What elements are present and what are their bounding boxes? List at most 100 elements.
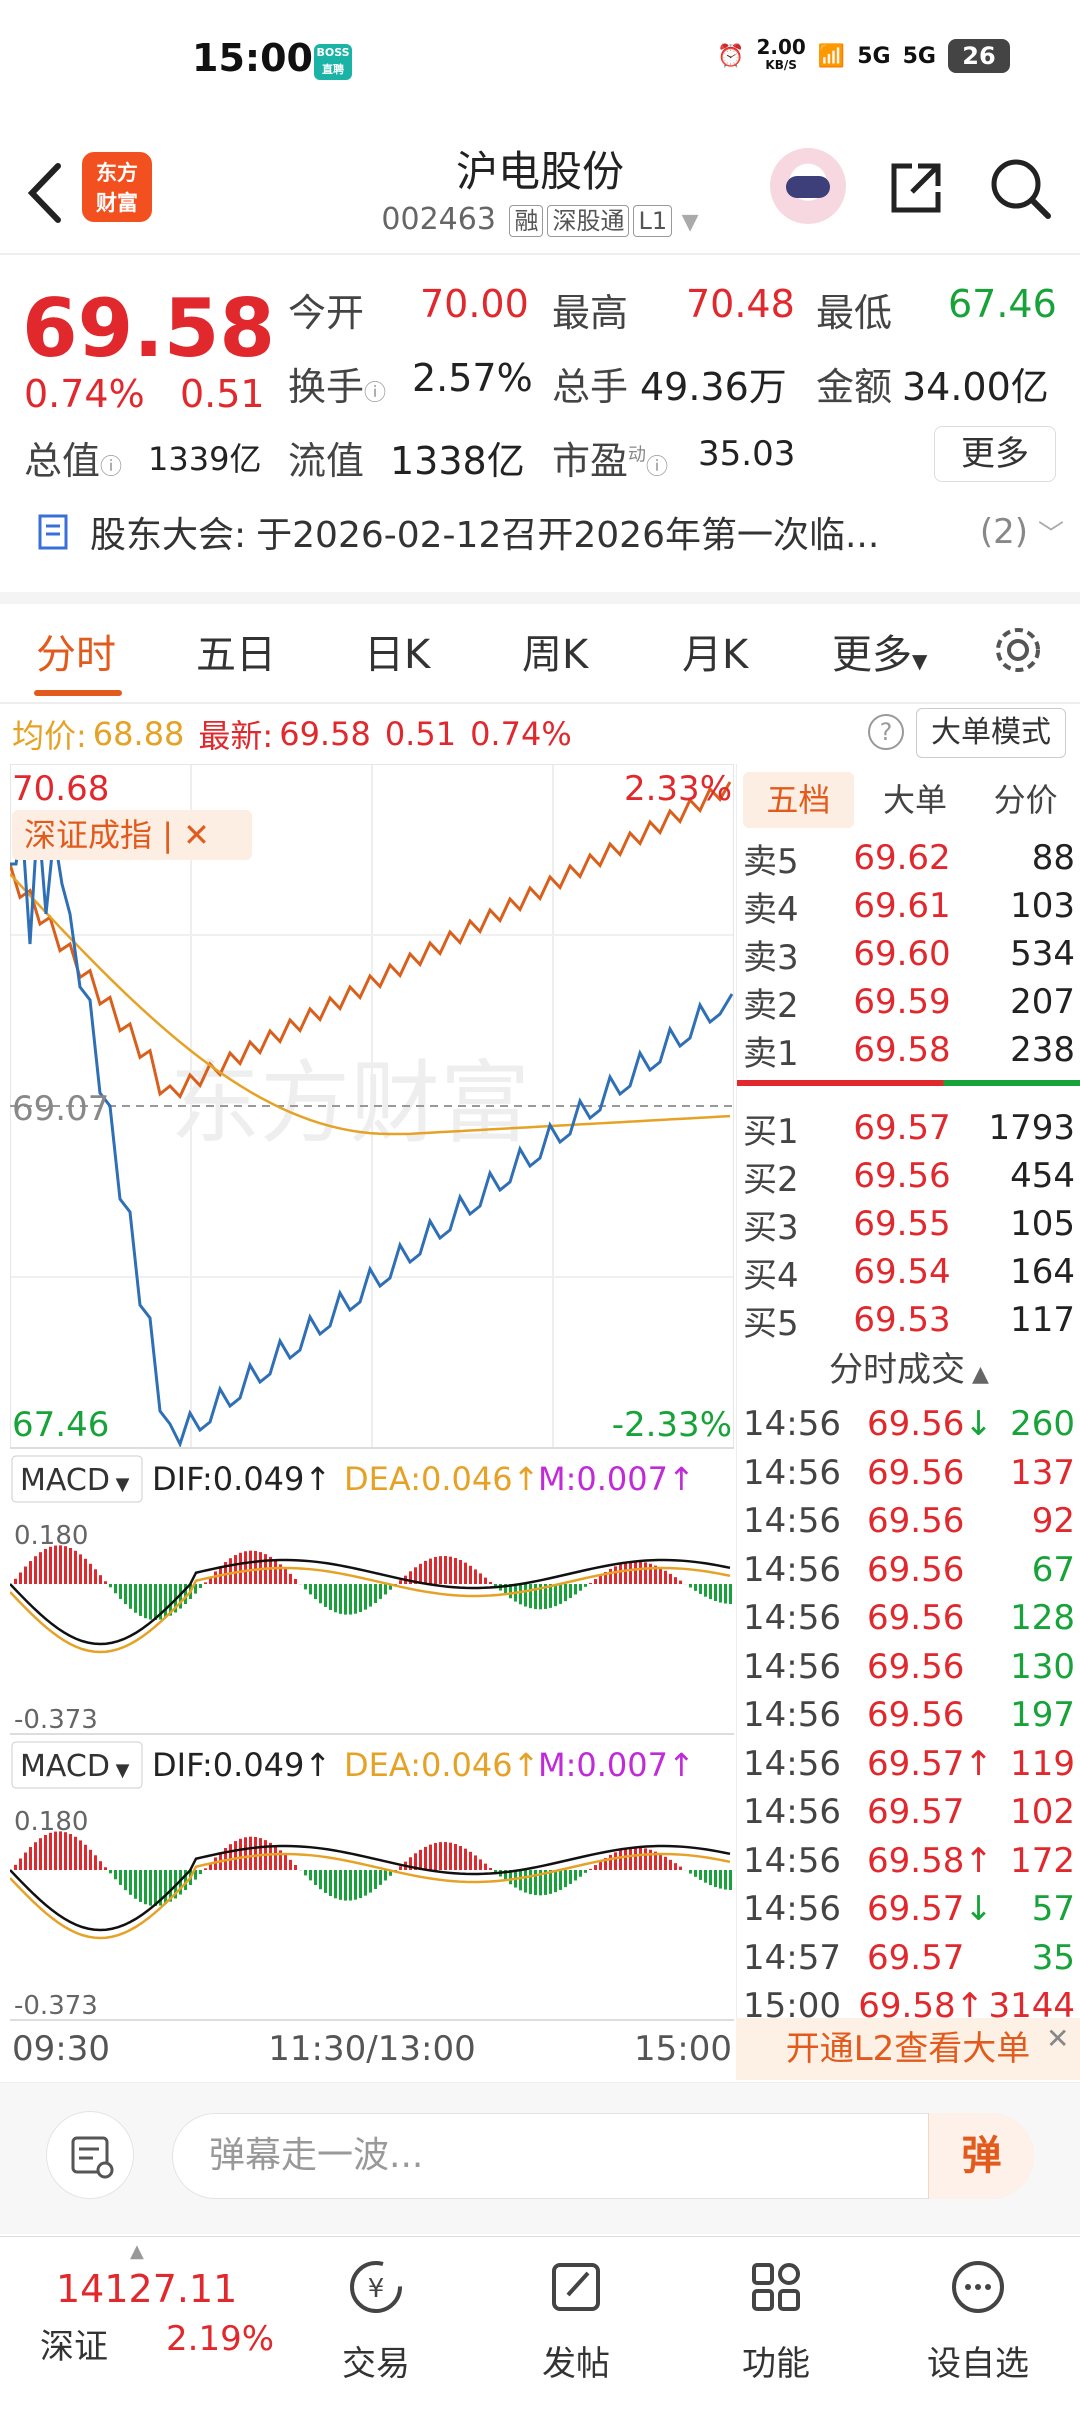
ask-row: 卖4 69.61 103 [743,886,1075,930]
help-icon[interactable]: ? [868,714,904,750]
index-value[interactable]: 14127.11 [56,2267,238,2311]
tab-daily-k[interactable]: 日K [364,632,431,678]
tab-intraday[interactable]: 分时 [36,632,116,678]
index-name[interactable]: 深证 [40,2327,108,2367]
quote-panel: 69.58 0.74% 0.51 今开 70.00 最高 70.48 最低 67… [0,262,1080,592]
trade-row: 14:56 69.56 130 [743,1646,1075,1687]
latest-pct: 0.74% [470,715,572,753]
boss-app-icon: BOSS 直聘 [314,44,352,80]
value-turnover: 2.57% [412,356,533,400]
value-market-cap: 1339亿 [148,440,262,478]
change-amount: 0.51 [180,372,265,416]
index-tag[interactable]: 深证成指 | ✕ [24,816,210,854]
trade-row: 14:57 69.57 35 [743,1937,1075,1978]
notice-label: 股东大会: [90,515,247,556]
trade-row: 14:56 69.56 128 [743,1598,1075,1638]
close-icon[interactable]: ✕ [1046,2022,1070,2055]
big-order-mode-button[interactable]: 大单模式 [916,708,1066,758]
notice-count: (2) [979,512,1028,552]
trade-row: 14:56 69.56 92 [743,1501,1075,1541]
bid-row: 买1 69.57 1793 [743,1108,1075,1152]
macd1-dif: DIF:0.049↑ [152,1460,331,1498]
macd1-select[interactable]: MACD ▼ [20,1463,130,1498]
label-high: 最高 [552,291,629,335]
trade-row: 14:56 69.56↓ 260 [743,1404,1075,1444]
chevron-down-icon: ﹀ [1037,519,1064,550]
value-float-cap: 1338亿 [390,439,525,483]
caret-up-icon[interactable]: ▲ [130,2241,144,2262]
nav-trade[interactable]: ¥ 交易 [316,2257,436,2385]
status-bar: 15:00 BOSS 直聘 ⏰ 2.00 KB/S 📶 5G 5G 26 [0,0,1080,120]
trade-row: 14:56 69.58↑ 172 [743,1840,1075,1881]
tab-5day[interactable]: 五日 [196,632,276,678]
label-float-cap: 流值 [288,439,365,483]
more-dots-icon [952,2261,1004,2313]
value-volume: 49.36万 [640,365,787,409]
label-low: 最低 [816,291,893,335]
stock-header: 东方 财富 沪电股份 002463 融深股通 L1 ▼ [0,130,1080,255]
l2-upgrade-banner[interactable]: 开通L2查看大单 [736,2018,1080,2080]
notice-text: 于2026-02-12召开2026年第一次临... [256,515,880,556]
avg-price-line [9,873,731,1136]
tag-shenzhen-connect: 深股通 [547,205,630,237]
bid-row: 买2 69.56 454 [743,1156,1075,1200]
danmu-send-button[interactable]: 弹 [928,2113,1034,2199]
avg-label: 均价: [12,717,87,755]
danmu-settings-icon[interactable] [46,2111,134,2199]
ask-row: 卖5 69.62 88 [743,838,1075,882]
share-icon[interactable] [888,160,944,216]
avg-price-bar: 均价: 68.88 最新: 69.58 0.51 0.74% [0,706,1080,762]
signal-5g-1: 5G [857,43,891,69]
tab-weekly-k[interactable]: 周K [522,632,589,678]
battery-icon: 26 [948,39,1010,73]
y-mid-label: 69.07 [12,1089,109,1129]
notice-bar[interactable]: 股东大会: 于2026-02-12召开2026年第一次临... (2) ﹀ [34,502,1064,562]
ai-assistant-avatar[interactable] [770,148,846,224]
status-time: 15:00 [192,36,313,80]
macd2-m: M:0.007↑ [538,1746,695,1784]
tab-more[interactable]: 更多▼ [832,632,928,678]
intraday-chart[interactable]: 东方财富 70.68 69.07 67.46 2.33% -2.33% 深证成指… [8,763,735,2080]
gear-icon[interactable] [990,622,1046,678]
y-top-label: 70.68 [12,769,109,809]
index-pct[interactable]: 2.19% [166,2319,275,2359]
time-label-mid: 11:30/13:00 [268,2029,475,2069]
search-icon[interactable] [988,156,1052,220]
bid-row: 买5 69.53 117 [743,1300,1075,1344]
change-percent: 0.74% [24,372,145,416]
macd2-dea: DEA:0.046↑ [344,1746,539,1784]
more-button[interactable]: 更多 [934,426,1056,482]
nav-add-watchlist[interactable]: 设自选 [918,2257,1038,2385]
stock-name: 沪电股份 [455,147,624,196]
tab-monthly-k[interactable]: 月K [682,632,749,678]
value-open: 70.00 [420,282,529,326]
value-amount: 34.00亿 [902,365,1049,409]
macd1-m: M:0.007↑ [538,1460,695,1498]
danmu-input[interactable]: 弹幕走一波... [172,2113,1034,2199]
trade-row: 14:56 69.57 102 [743,1792,1075,1832]
nav-post[interactable]: 发帖 [516,2257,636,2385]
avg-value: 68.88 [92,715,185,753]
tab-big-orders[interactable]: 大单 [883,781,948,819]
nav-features[interactable]: 功能 [716,2257,836,2385]
grid-icon [752,2263,800,2311]
macd2-select[interactable]: MACD ▼ [20,1749,130,1784]
value-pe: 35.03 [698,434,796,474]
macd2-top: 0.180 [14,1807,88,1837]
tab-five-levels[interactable]: 五档 [743,772,854,828]
trades-title[interactable]: 分时成交 ▲ [829,1350,989,1390]
ask-row: 卖3 69.60 534 [743,934,1075,978]
ask-row: 卖2 69.59 207 [743,982,1075,1026]
back-icon[interactable] [22,158,72,228]
net-speed: 2.00 KB/S [756,35,806,72]
watermark: 东方财富 [170,1054,530,1154]
latest-value: 69.58 [279,715,371,753]
caret-down-icon[interactable]: ▼ [681,210,699,235]
label-amount: 金额 [816,365,893,409]
tab-price-dist[interactable]: 分价 [993,781,1058,819]
danmu-bar: 弹幕走一波... 弹 [0,2082,1080,2234]
tab-indicator [34,690,122,696]
tag-l1[interactable]: L1 [633,205,673,237]
order-book-panel: 五档 大单 分价 卖5 69.62 88 卖4 69.61 103 卖3 69.60 534 卖2… [736,764,1080,2080]
macd1-top: 0.180 [14,1521,88,1551]
